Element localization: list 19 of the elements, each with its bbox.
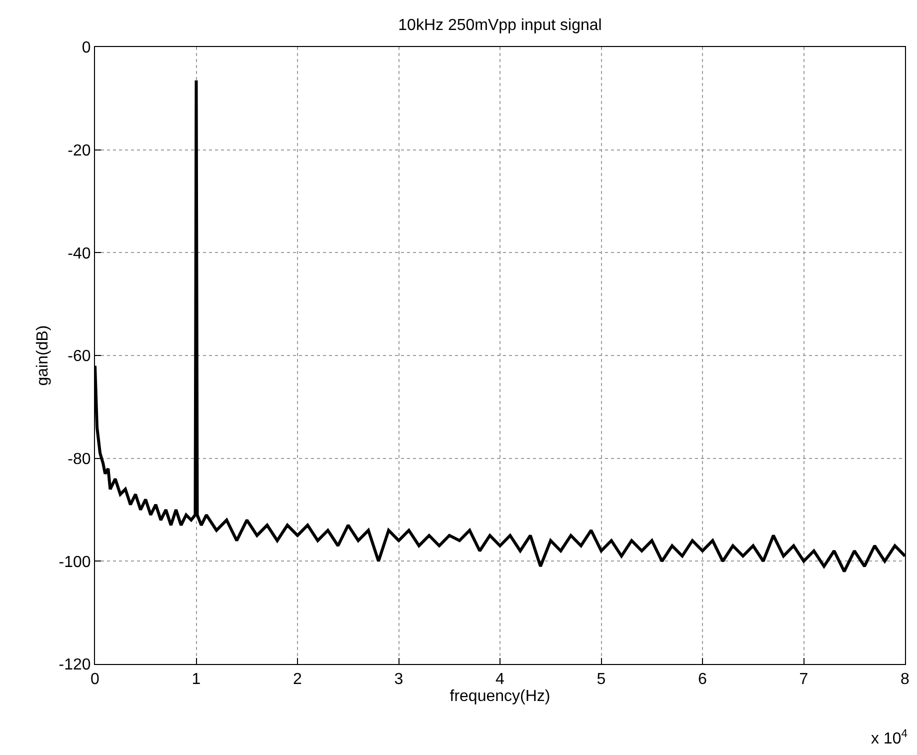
text: x 10$^{4}$: [871, 728, 908, 748]
y-tick-label: -100: [58, 554, 91, 571]
y-tick-label: -120: [58, 656, 91, 674]
x-tick-label: 1: [192, 671, 201, 688]
x-tick-label: 7: [799, 671, 808, 688]
y-tick-label: -80: [68, 450, 91, 468]
x-tick-label: 3: [394, 671, 404, 688]
x-tick-label: 5: [596, 671, 606, 688]
y-tick-label: -20: [68, 142, 91, 160]
x-tick-label: 6: [698, 671, 708, 688]
y-axis-title: gain(dB): [34, 325, 52, 386]
x-tick-label: 4: [496, 671, 505, 688]
y-tick-label: 0: [82, 40, 91, 57]
x-tick-label: 2: [293, 671, 302, 688]
x-axis-title: frequency(Hz): [450, 688, 550, 706]
chart-title: 10kHz 250mVpp input signal: [398, 17, 602, 34]
x-tick-label: 8: [900, 671, 910, 688]
y-tick-label: -40: [68, 245, 91, 262]
y-tick-label: -60: [68, 348, 91, 366]
